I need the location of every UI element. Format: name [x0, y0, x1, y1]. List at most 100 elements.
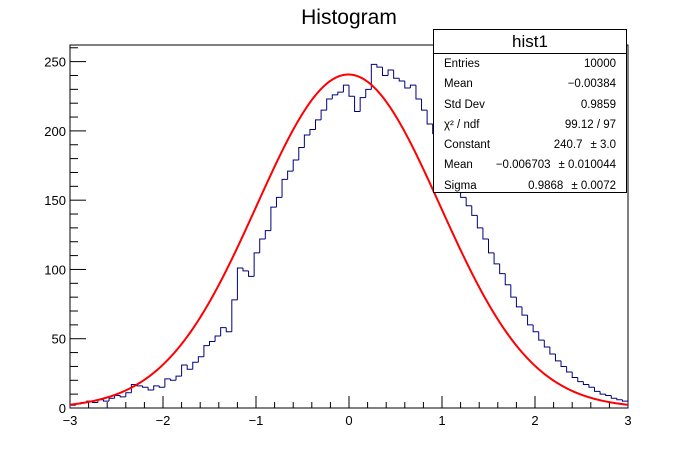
y-tick-label: 200 — [44, 124, 66, 139]
stats-value: 0.9859 — [580, 98, 616, 111]
stats-value-group: 99.12 / 97 — [565, 119, 616, 131]
histogram-bin — [147, 387, 154, 391]
histogram-bin — [549, 347, 556, 355]
histogram-bin — [253, 252, 260, 277]
x-tick-label: 3 — [624, 413, 631, 428]
histogram-bin — [153, 385, 160, 390]
histogram-bin — [599, 391, 606, 395]
histogram-bin — [331, 94, 338, 100]
histogram-bin — [471, 205, 478, 216]
x-tick-label: 2 — [531, 413, 538, 428]
histogram-bin — [409, 84, 416, 88]
stats-key: Sigma — [444, 179, 477, 192]
histogram-bin — [259, 238, 266, 253]
x-tick-label: −3 — [63, 413, 78, 428]
histogram-bin — [225, 327, 232, 333]
histogram-bin — [527, 315, 534, 326]
stats-value: 10000 — [584, 58, 616, 70]
stats-value: −0.00384 — [567, 78, 616, 91]
plot-area: −3 −2 −1 0 1 2 3 0 50 100 150 200 250 — [44, 44, 632, 428]
stats-row: Constant 240.7 ± 3.0 — [434, 135, 626, 155]
histogram-bin — [197, 356, 204, 363]
histogram-bin — [621, 399, 628, 402]
x-tick-label: −1 — [249, 413, 264, 428]
histogram-bin — [577, 377, 584, 383]
histogram-bin — [292, 159, 299, 172]
stats-error: ± 0.010044 — [558, 159, 616, 172]
histogram-bin — [510, 284, 517, 298]
histogram-bin — [231, 299, 238, 332]
y-tick-label: 0 — [59, 401, 66, 416]
histogram-bin — [532, 324, 539, 333]
stats-row: Mean −0.00384 — [434, 74, 626, 94]
stats-key: Constant — [444, 139, 491, 152]
stats-value-group: 10000 — [584, 58, 616, 70]
histogram-bin — [114, 395, 121, 399]
stats-value-group: 240.7 ± 3.0 — [554, 139, 616, 151]
stats-value-group: −0.00384 — [568, 78, 616, 90]
histogram-bin — [320, 109, 327, 120]
histogram-bin — [315, 119, 322, 130]
x-tick-label: 0 — [345, 413, 352, 428]
histogram-bin — [192, 361, 199, 370]
histogram-bin — [169, 378, 177, 381]
histogram-bin — [499, 263, 506, 275]
stats-row: Entries 10000 — [434, 54, 626, 74]
stats-row: Sigma 0.9868 ± 0.0072 — [434, 176, 626, 196]
histogram-bin — [354, 96, 361, 112]
stats-value-group: 0.9868 ± 0.0072 — [528, 180, 616, 192]
y-tick-label: 150 — [44, 193, 66, 208]
histogram-bin — [270, 206, 277, 231]
histogram-bin — [482, 227, 489, 240]
histogram-bin — [281, 178, 288, 198]
histogram-bin — [220, 327, 227, 336]
histogram-bin — [309, 129, 316, 136]
histogram-bin — [566, 366, 573, 373]
histogram-bin — [209, 341, 216, 346]
stats-key: Std Dev — [444, 98, 485, 111]
histogram-bin — [543, 340, 550, 348]
stats-row: Std Dev 0.9859 — [434, 95, 626, 115]
x-tick-label: 1 — [438, 413, 445, 428]
histogram-bin — [337, 91, 344, 95]
histogram-bin — [616, 398, 623, 401]
histogram-bin — [588, 384, 595, 388]
histogram-bin — [610, 395, 617, 399]
histogram-bin — [108, 397, 115, 402]
histogram-bin — [504, 273, 511, 286]
histogram-bin — [421, 99, 428, 111]
histogram-bin — [142, 385, 149, 388]
histogram-bin — [236, 267, 243, 300]
gaussian-fit-curve — [69, 73, 629, 406]
stats-value: 99.12 / 97 — [564, 118, 616, 131]
histogram-bin — [264, 230, 271, 239]
stats-key: Mean — [444, 78, 473, 91]
histogram-bin — [398, 78, 405, 82]
stats-box: hist1 Entries 10000 Mean −0.00384 Std Dev 0.9… — [433, 29, 627, 193]
histogram-bin — [287, 170, 294, 180]
histogram-bin — [298, 147, 305, 160]
histogram-bin — [248, 270, 255, 277]
y-tick-label: 250 — [44, 55, 66, 70]
histogram-bin — [404, 81, 411, 89]
histogram-bin — [102, 399, 110, 402]
histogram-bin — [348, 85, 355, 97]
histogram-bin — [488, 238, 495, 254]
histogram-bin — [186, 365, 193, 370]
histogram-bin — [571, 371, 578, 379]
stats-row: Mean −0.006703 ± 0.010044 — [434, 155, 626, 175]
y-tick-label: 50 — [52, 332, 66, 347]
stats-row: χ² / ndf 99.12 / 97 — [434, 115, 626, 135]
stats-value: −0.006703 — [495, 159, 551, 172]
histogram-bin — [560, 360, 567, 367]
histogram-bin — [393, 69, 400, 79]
histogram-bin — [119, 395, 126, 398]
histogram-bin — [175, 375, 182, 381]
stats-value-group: 0.9859 — [581, 99, 616, 111]
histogram-bin — [326, 98, 333, 111]
histogram-bin — [158, 385, 165, 388]
histogram-bin — [426, 110, 433, 125]
histogram-bin — [387, 69, 394, 76]
histogram-bin — [69, 404, 76, 408]
